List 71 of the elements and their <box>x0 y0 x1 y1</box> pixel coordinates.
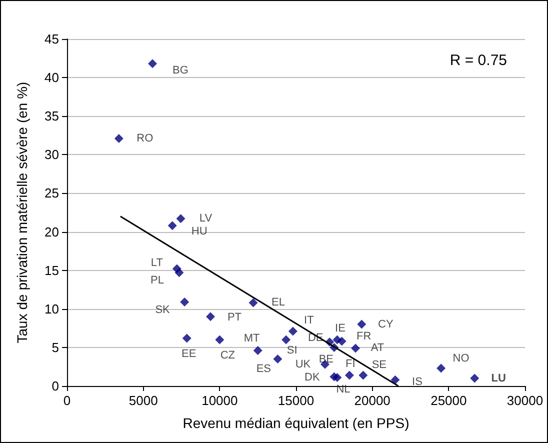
y-tick-label: 30 <box>44 147 59 162</box>
point <box>206 312 216 322</box>
y-tick-label: 5 <box>52 340 59 355</box>
point <box>114 134 124 143</box>
annotation: AT <box>370 342 384 354</box>
annotation: CZ <box>220 350 236 362</box>
annotation: LU <box>491 372 506 384</box>
point <box>436 364 446 373</box>
annotation: SI <box>286 344 298 357</box>
annotation: MT <box>244 332 260 345</box>
annotation: NO <box>452 352 470 364</box>
y-tick-label: 45 <box>44 32 59 46</box>
point <box>174 268 184 278</box>
x-tick-label: 5000 <box>128 393 158 408</box>
x-axis-title: Revenu médian équivalent (en PPS) <box>182 415 410 431</box>
point <box>332 373 342 382</box>
y-tick-label: 0 <box>52 378 59 394</box>
annotation: DK <box>304 372 320 384</box>
point <box>390 375 400 384</box>
point <box>248 298 258 308</box>
annotation: IT <box>304 314 314 326</box>
annotation: HU <box>191 226 208 238</box>
point <box>357 320 366 329</box>
x-tick-label: 20000 <box>354 393 390 408</box>
point <box>282 335 291 344</box>
point <box>182 334 192 343</box>
annotation: ES <box>256 363 272 376</box>
y-tick-label: 15 <box>44 262 59 278</box>
x-tick-label: 15000 <box>278 393 314 408</box>
annotation: IE <box>335 322 346 335</box>
annotation: RO <box>136 132 154 144</box>
y-tick-label: 40 <box>44 70 59 86</box>
point <box>148 59 157 68</box>
y-tick-label: 25 <box>44 186 59 201</box>
point <box>168 221 177 230</box>
y-tick-label: 10 <box>44 301 59 316</box>
annotation: FI <box>346 358 356 370</box>
annotation: EL <box>272 296 285 309</box>
annotation: BG <box>172 64 188 77</box>
point <box>180 297 190 306</box>
point <box>344 370 354 380</box>
point <box>176 214 186 224</box>
annotation: NL <box>336 384 350 396</box>
point <box>470 374 480 383</box>
x-tick-label: 0 <box>63 393 71 408</box>
annotation: FR <box>356 330 372 342</box>
x-tick-label: 10000 <box>202 393 238 408</box>
annotation: PT <box>227 312 242 324</box>
annotation: SE <box>372 359 387 372</box>
point <box>215 335 224 344</box>
annotation: LT <box>150 256 164 269</box>
point <box>273 354 282 364</box>
y-tick-label: 35 <box>44 108 59 124</box>
annotation: SK <box>155 304 171 316</box>
y-axis-title: Taux de privation matérielle sévère (en %) <box>14 82 30 344</box>
annotation: IS <box>412 376 422 388</box>
point <box>337 336 346 346</box>
annotation: PL <box>150 274 164 287</box>
point <box>253 346 262 356</box>
x-tick-label: 30000 <box>506 393 544 408</box>
annotation: UK <box>295 358 312 370</box>
annotation: R = 0.75 <box>450 52 508 69</box>
point <box>358 370 368 380</box>
y-tick-label: 20 <box>44 224 59 240</box>
x-tick-label: 25000 <box>430 393 467 408</box>
point <box>288 326 298 336</box>
annotation: BE <box>318 353 334 366</box>
annotation: LV <box>199 212 213 225</box>
annotation: EE <box>182 348 196 360</box>
point <box>351 344 360 353</box>
annotation: CY <box>378 318 394 330</box>
